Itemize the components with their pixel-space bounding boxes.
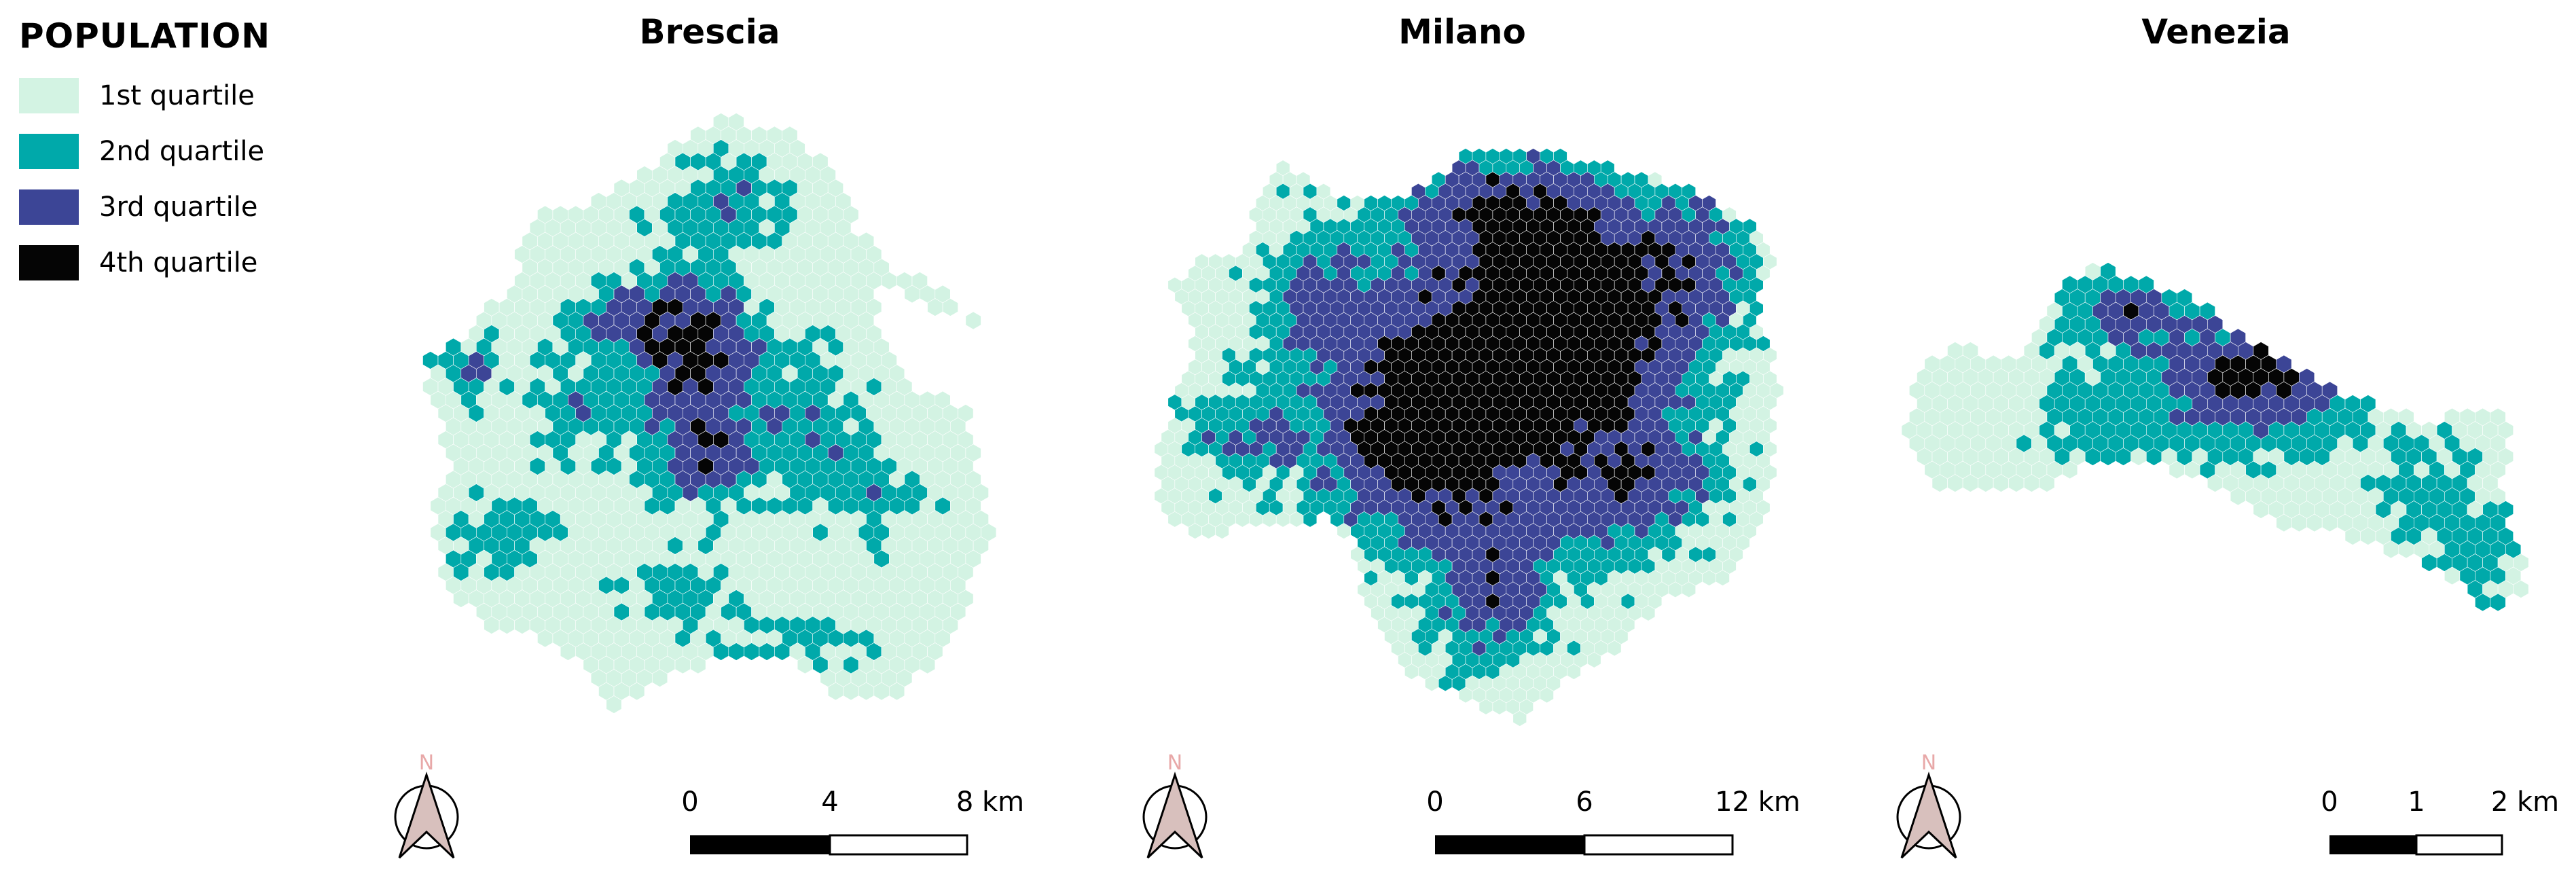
hex-cell bbox=[2490, 593, 2506, 612]
north-label: N bbox=[419, 751, 434, 775]
hex-cell bbox=[1607, 640, 1622, 657]
north-arrow-venezia: N bbox=[1896, 751, 1961, 859]
hex-cell bbox=[1215, 523, 1229, 539]
scale-tick-label: 0 bbox=[1426, 786, 1443, 818]
legend-title: POPULATION bbox=[19, 16, 271, 56]
legend-swatch bbox=[19, 134, 79, 169]
scale-tick-label: 12 km bbox=[1715, 786, 1800, 818]
legend-item-4th-quartile: 4th quartile bbox=[19, 235, 270, 291]
hex-cell bbox=[1587, 651, 1601, 668]
hex-cell bbox=[1540, 687, 1554, 704]
legend-swatch bbox=[19, 245, 79, 280]
north-arrow-brescia: N bbox=[394, 751, 459, 859]
scale-tick-label: 8 km bbox=[956, 786, 1024, 818]
hex-cell bbox=[2513, 580, 2529, 598]
hex-cell bbox=[629, 682, 645, 701]
scale-bar-segment bbox=[829, 834, 968, 856]
scale-bar-segment bbox=[2329, 835, 2416, 854]
hex-cell bbox=[690, 655, 706, 674]
scale-bar-segment bbox=[1583, 834, 1734, 856]
legend-item-1st-quartile: 1st quartile bbox=[19, 68, 270, 124]
north-arrow-icon bbox=[1900, 771, 1957, 859]
scale-bar-brescia: 0 4 8 km bbox=[681, 786, 1024, 856]
scale-tick-label: 2 km bbox=[2491, 786, 2559, 818]
hex-cell bbox=[651, 669, 668, 687]
hex-cell bbox=[889, 682, 905, 701]
scale-tick-label: 4 bbox=[821, 786, 838, 818]
map-title-brescia: Brescia bbox=[639, 12, 780, 52]
legend-label: 3rd quartile bbox=[99, 192, 258, 223]
hex-cell bbox=[1682, 581, 1696, 598]
hex-cell bbox=[1512, 710, 1527, 727]
north-label: N bbox=[1921, 751, 1936, 775]
legend-item-2nd-quartile: 2nd quartile bbox=[19, 124, 270, 179]
hex-cell bbox=[1303, 511, 1318, 528]
map-milano bbox=[1154, 148, 1784, 727]
map-brescia bbox=[422, 113, 997, 714]
scale-tick-label: 0 bbox=[681, 786, 698, 818]
hex-cell bbox=[920, 655, 936, 674]
hex-cell bbox=[2039, 474, 2055, 492]
hex-cell bbox=[606, 695, 622, 714]
scale-tick-label: 1 bbox=[2408, 786, 2425, 818]
north-arrow-icon bbox=[398, 771, 455, 859]
map-venezia bbox=[1901, 262, 2529, 612]
scale-tick-label: 0 bbox=[2321, 786, 2338, 818]
hex-cell bbox=[2062, 460, 2078, 479]
north-label: N bbox=[1167, 751, 1182, 775]
legend: POPULATION 1st quartile 2nd quartile 3rd… bbox=[19, 16, 270, 291]
hex-cell bbox=[965, 311, 981, 330]
legend-label: 2nd quartile bbox=[99, 136, 265, 167]
legend-label: 4th quartile bbox=[99, 247, 258, 278]
hex-cell bbox=[1716, 570, 1730, 586]
map-title-milano: Milano bbox=[1398, 12, 1526, 52]
scale-bar-segment bbox=[690, 835, 830, 854]
scale-bar-segment bbox=[2415, 834, 2503, 856]
scale-bar-segment bbox=[1435, 835, 1584, 854]
legend-swatch bbox=[19, 189, 79, 225]
legend-swatch bbox=[19, 78, 79, 113]
hex-cell bbox=[942, 298, 958, 316]
legend-item-3rd-quartile: 3rd quartile bbox=[19, 179, 270, 235]
hex-cell bbox=[1641, 604, 1656, 621]
north-arrow-icon bbox=[1146, 771, 1203, 859]
scale-bar-milano: 0 6 12 km bbox=[1426, 786, 1800, 856]
legend-label: 1st quartile bbox=[99, 80, 255, 111]
hex-cell bbox=[1567, 664, 1581, 680]
north-arrow-milano: N bbox=[1142, 751, 1208, 859]
map-title-venezia: Venezia bbox=[2141, 12, 2291, 52]
scale-bar-venezia: 0 1 2 km bbox=[2321, 786, 2559, 856]
scale-tick-label: 6 bbox=[1576, 786, 1593, 818]
